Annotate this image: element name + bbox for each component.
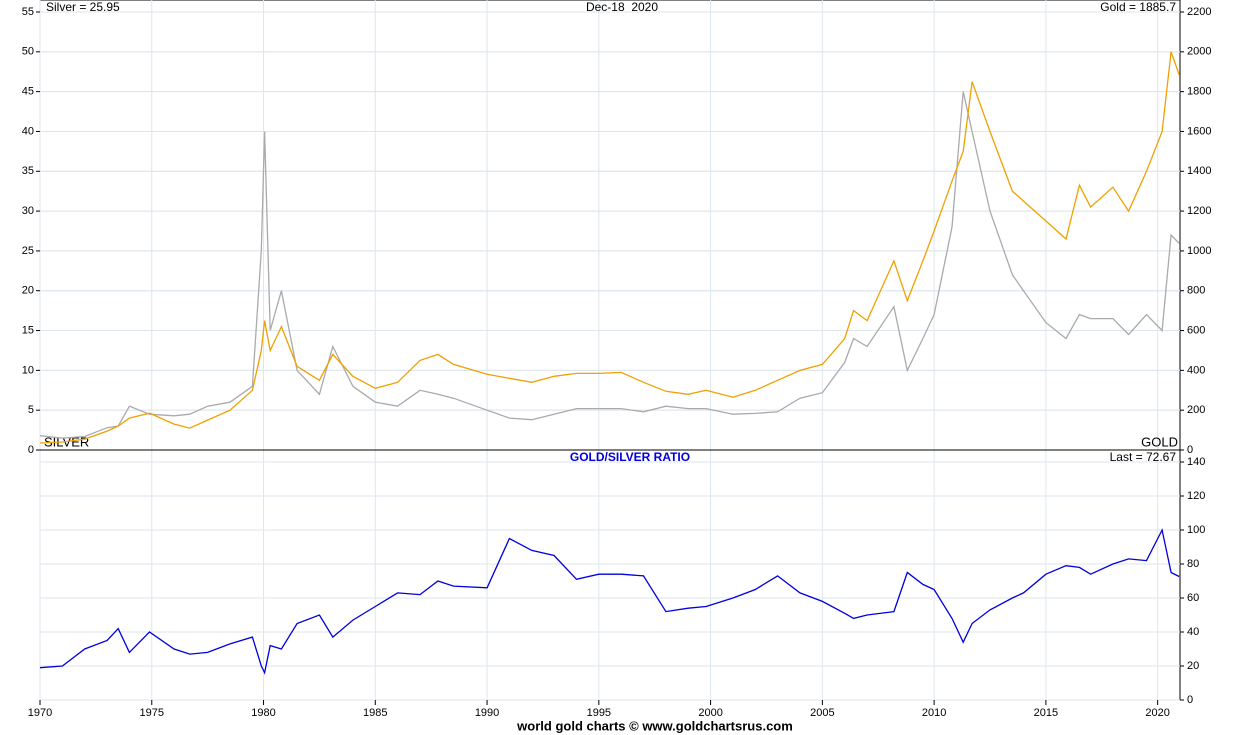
legend-gold: GOLD: [1141, 434, 1178, 449]
y2-tick-label: 2200: [1187, 6, 1211, 18]
x-tick-label: 1980: [251, 707, 275, 719]
x-tick-label: 1970: [28, 707, 52, 719]
y2-tick-label: 800: [1187, 285, 1205, 297]
y2-tick-label: 200: [1187, 404, 1205, 416]
x-tick-label: 2005: [810, 707, 834, 719]
y2-tick-label: 0: [1187, 444, 1193, 456]
y2-tick-label: 40: [1187, 626, 1199, 638]
y2-tick-label: 0: [1187, 694, 1193, 706]
y2-tick-label: 1600: [1187, 125, 1211, 137]
y2-tick-label: 1000: [1187, 245, 1211, 257]
y-tick-label: 30: [22, 205, 34, 217]
gold-last: Gold = 1885.7: [1100, 0, 1176, 14]
y2-tick-label: 1200: [1187, 205, 1211, 217]
y2-tick-label: 1800: [1187, 86, 1211, 98]
x-tick-label: 2010: [922, 707, 946, 719]
chart-title: Dec-18 2020: [586, 0, 658, 14]
silver-last: Silver = 25.95: [46, 0, 120, 14]
ratio-last: Last = 72.67: [1110, 450, 1177, 464]
ratio-line: [39, 528, 1180, 675]
y-tick-label: 55: [22, 6, 34, 18]
x-tick-label: 1990: [475, 707, 499, 719]
y-tick-label: 0: [28, 444, 34, 456]
y-tick-label: 15: [22, 324, 34, 336]
x-tick-label: 1975: [140, 707, 164, 719]
y-tick-label: 40: [22, 125, 34, 137]
series-line: [39, 91, 1180, 439]
y2-tick-label: 1400: [1187, 165, 1211, 177]
y2-tick-label: 600: [1187, 324, 1205, 336]
y2-tick-label: 2000: [1187, 46, 1211, 58]
y-tick-label: 25: [22, 245, 34, 257]
y2-tick-label: 100: [1187, 524, 1205, 536]
y-tick-label: 45: [22, 86, 34, 98]
x-tick-label: 2015: [1034, 707, 1058, 719]
y-tick-label: 20: [22, 285, 34, 297]
y2-tick-label: 400: [1187, 364, 1205, 376]
y-tick-label: 50: [22, 46, 34, 58]
y-tick-label: 35: [22, 165, 34, 177]
x-tick-label: 2000: [698, 707, 722, 719]
y-tick-label: 5: [28, 404, 34, 416]
x-tick-label: 1985: [363, 707, 387, 719]
ratio-title: GOLD/SILVER RATIO: [570, 450, 690, 464]
y2-tick-label: 20: [1187, 660, 1199, 672]
x-tick-label: 2020: [1145, 707, 1169, 719]
y2-tick-label: 60: [1187, 592, 1199, 604]
source: world gold charts © www.goldchartsrus.co…: [516, 718, 793, 733]
y2-tick-label: 80: [1187, 558, 1199, 570]
y2-tick-label: 140: [1187, 456, 1205, 468]
y-tick-label: 10: [22, 364, 34, 376]
series-line: [39, 51, 1180, 444]
y2-tick-label: 120: [1187, 490, 1205, 502]
plot-frame: [39, 0, 1181, 701]
x-tick-label: 1995: [587, 707, 611, 719]
